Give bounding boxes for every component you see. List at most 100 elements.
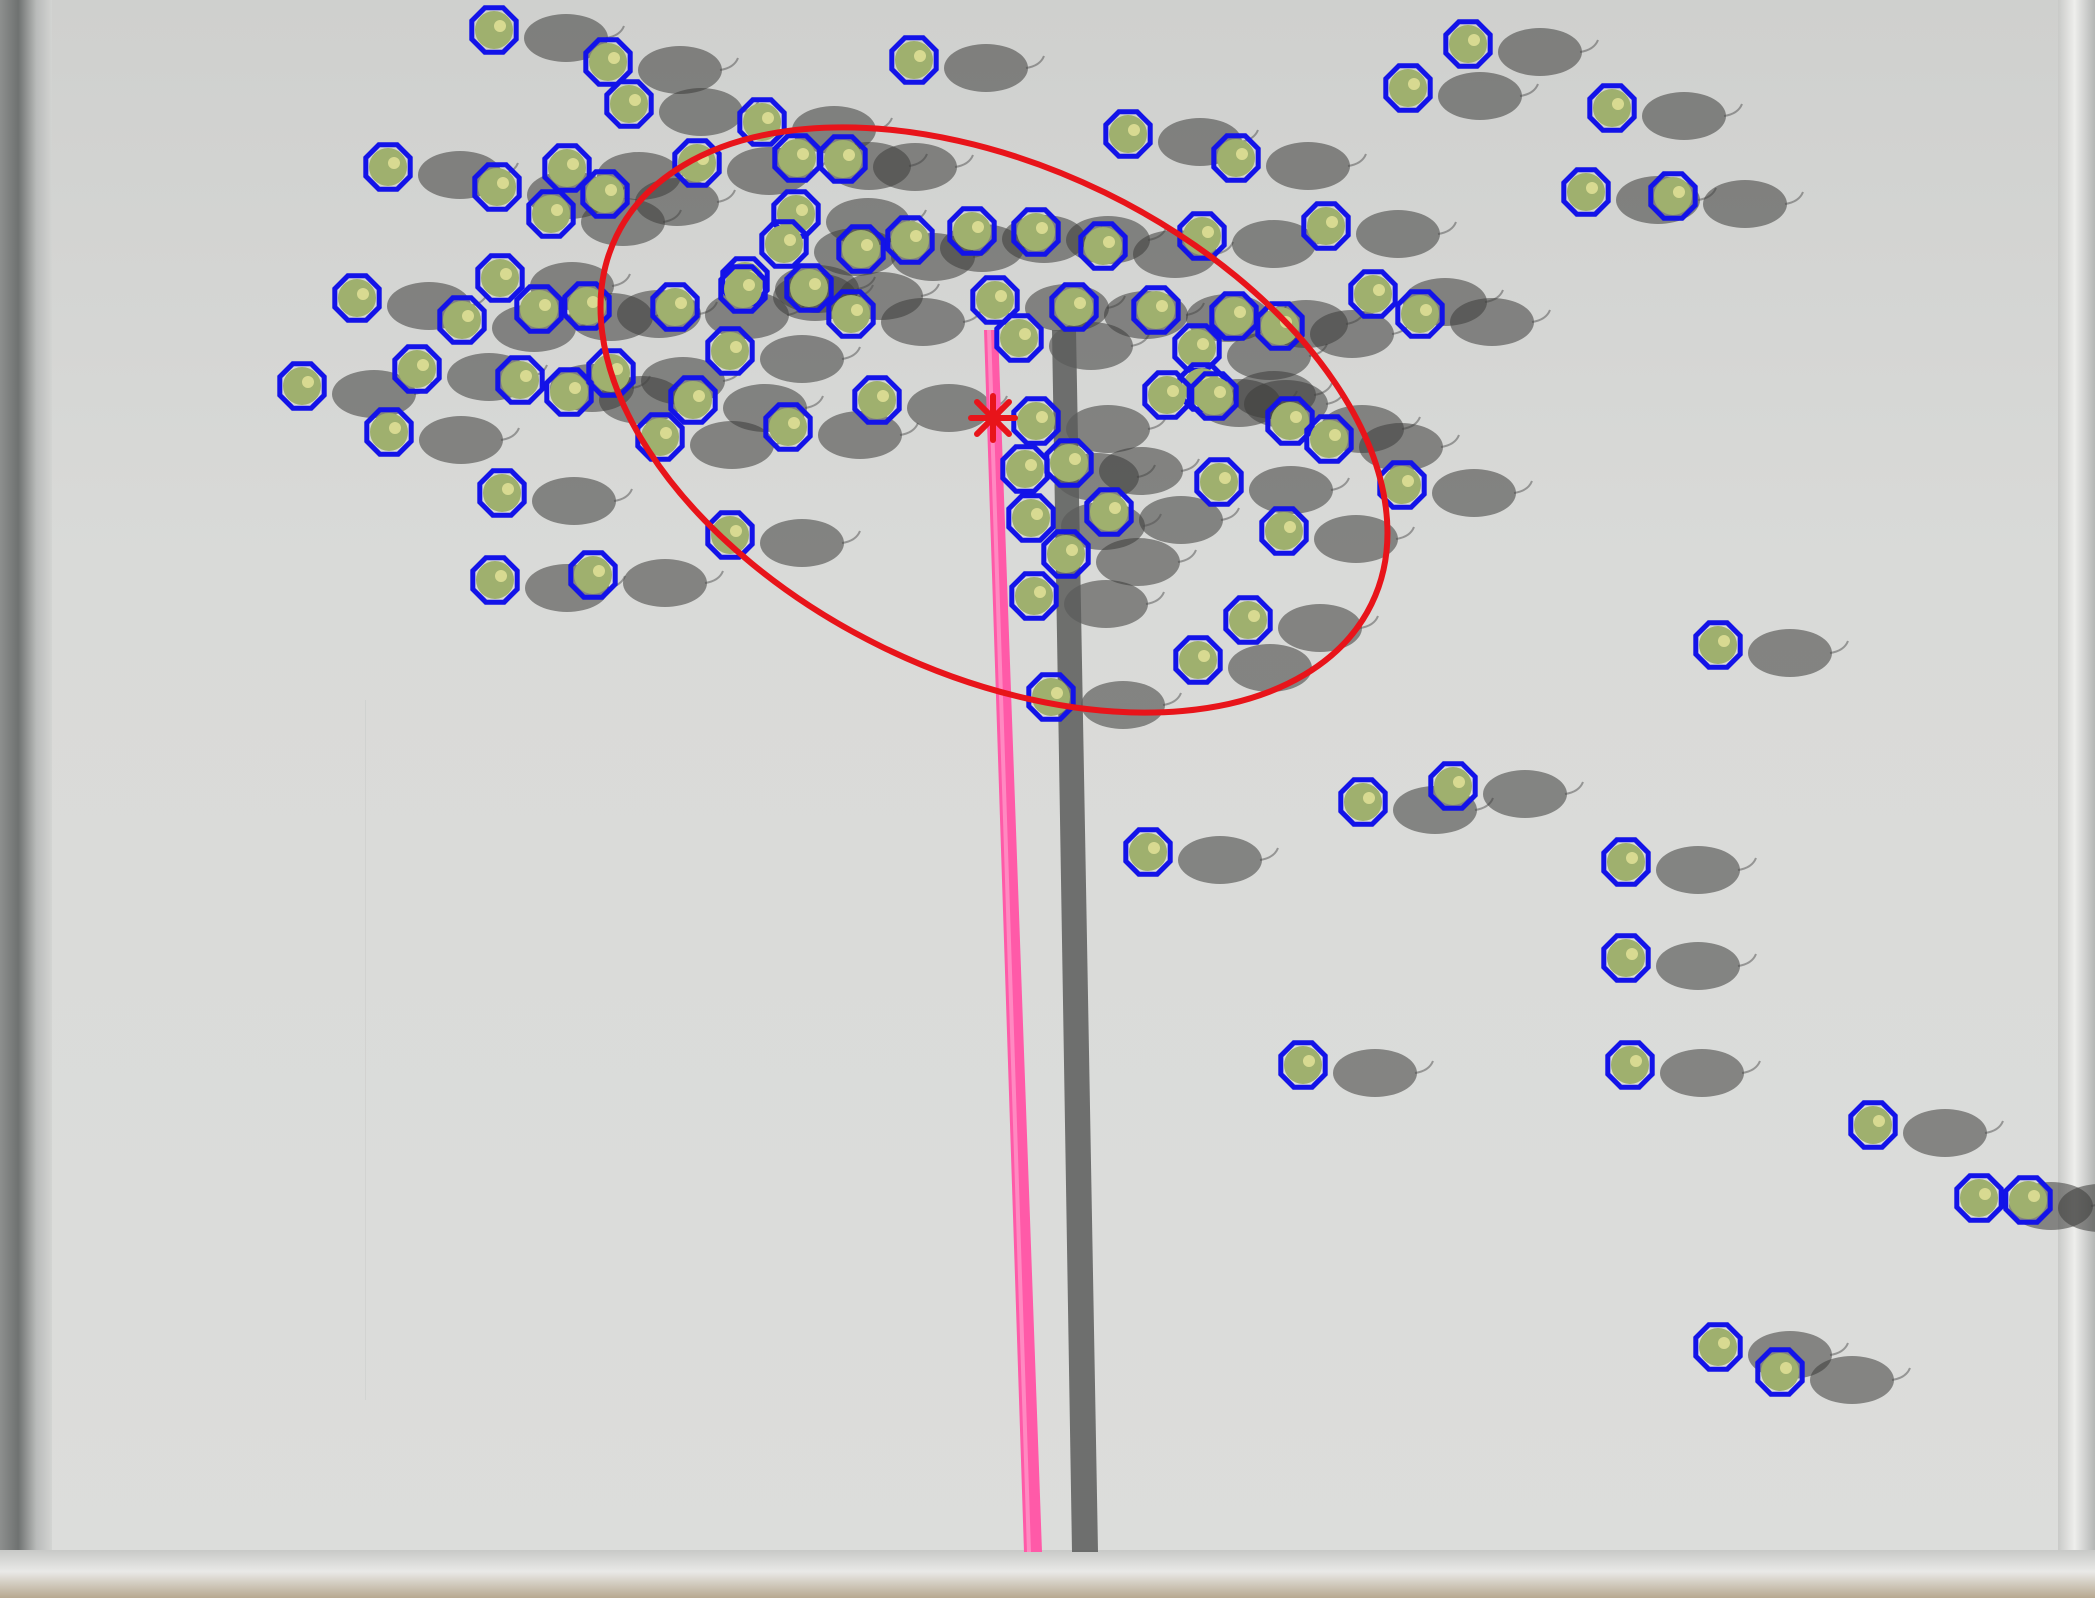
robot-marker-icon[interactable] — [475, 253, 525, 303]
robot-marker-icon[interactable] — [1044, 438, 1094, 488]
robot-marker-icon[interactable] — [1278, 1040, 1328, 1090]
robot-marker-icon[interactable] — [784, 263, 834, 313]
robot-marker-icon[interactable] — [1338, 777, 1388, 827]
robot-marker-icon[interactable] — [580, 169, 630, 219]
robot-marker-icon[interactable] — [514, 284, 564, 334]
robot-marker-icon[interactable] — [363, 142, 413, 192]
robot-marker-icon[interactable] — [1648, 171, 1698, 221]
robot-marker-icon[interactable] — [889, 35, 939, 85]
robot-marker-icon[interactable] — [1000, 444, 1050, 494]
centroid-icon — [968, 393, 1018, 443]
robot-marker-icon[interactable] — [332, 273, 382, 323]
robot-marker-icon[interactable] — [635, 412, 685, 462]
robot-marker-icon[interactable] — [1443, 19, 1493, 69]
robot-shadow — [1356, 210, 1457, 258]
robot-marker-icon[interactable] — [650, 282, 700, 332]
robot-marker-icon[interactable] — [1428, 761, 1478, 811]
robot-marker-icon[interactable] — [1693, 620, 1743, 670]
robot-marker-icon[interactable] — [542, 143, 592, 193]
robot-marker-icon[interactable] — [1255, 301, 1305, 351]
robot-marker-icon[interactable] — [718, 264, 768, 314]
robot-marker-icon[interactable] — [544, 367, 594, 417]
robot-marker-icon[interactable] — [1304, 414, 1354, 464]
robot-marker-icon[interactable] — [1123, 827, 1173, 877]
robot-marker-icon[interactable] — [1009, 571, 1059, 621]
robot-marker-icon[interactable] — [970, 275, 1020, 325]
robot-marker-icon[interactable] — [562, 281, 612, 331]
robot-marker-icon[interactable] — [1049, 282, 1099, 332]
robot-marker-icon[interactable] — [705, 326, 755, 376]
robot-marker-icon[interactable] — [1006, 493, 1056, 543]
robot-marker-icon[interactable] — [1348, 269, 1398, 319]
robot-marker-icon[interactable] — [1011, 207, 1061, 257]
robot-marker-icon[interactable] — [1259, 506, 1309, 556]
robot-swarm — [277, 5, 2053, 1397]
robot-marker-icon[interactable] — [1693, 1322, 1743, 1372]
robot-marker-icon[interactable] — [1561, 167, 1611, 217]
robot-marker-icon[interactable] — [1755, 1347, 1805, 1397]
robot-shadow — [1660, 1049, 1761, 1097]
robot-marker-icon[interactable] — [1041, 529, 1091, 579]
robot-marker-icon[interactable] — [1131, 285, 1181, 335]
robot-marker-icon[interactable] — [1209, 291, 1259, 341]
robot-marker-icon[interactable] — [818, 134, 868, 184]
robot-marker-icon[interactable] — [705, 510, 755, 560]
robot-marker-icon[interactable] — [1954, 1173, 2004, 1223]
robot-marker-icon[interactable] — [277, 361, 327, 411]
swarm-covariance-ellipse — [597, 124, 1391, 716]
robot-marker-icon[interactable] — [772, 133, 822, 183]
robot-shadow — [1656, 942, 1757, 990]
arena-left-wall — [0, 0, 52, 1598]
robot-marker-icon[interactable] — [1103, 109, 1153, 159]
robot-marker-icon[interactable] — [1142, 370, 1192, 420]
robot-shadow — [1139, 496, 1240, 544]
robot-marker-icon[interactable] — [1265, 396, 1315, 446]
robot-marker-icon[interactable] — [1211, 133, 1261, 183]
robot-shadow — [1099, 447, 1200, 495]
robot-marker-icon[interactable] — [1587, 83, 1637, 133]
robot-marker-icon[interactable] — [1848, 1100, 1898, 1150]
robot-marker-icon[interactable] — [672, 138, 722, 188]
robot-marker-icon[interactable] — [836, 224, 886, 274]
robot-marker-icon[interactable] — [994, 313, 1044, 363]
robot-shadow — [635, 178, 736, 226]
robot-marker-icon[interactable] — [885, 215, 935, 265]
robot-marker-icon[interactable] — [477, 468, 527, 518]
robot-marker-icon[interactable] — [668, 375, 718, 425]
robot-marker-icon[interactable] — [1601, 837, 1651, 887]
robot-marker-icon[interactable] — [583, 37, 633, 87]
robot-marker-icon[interactable] — [472, 162, 522, 212]
robot-marker-icon[interactable] — [1223, 595, 1273, 645]
robot-marker-icon[interactable] — [1194, 457, 1244, 507]
robot-marker-icon[interactable] — [2003, 1175, 2053, 1225]
robot-marker-icon[interactable] — [1189, 371, 1239, 421]
robot-marker-icon[interactable] — [1078, 221, 1128, 271]
robot-marker-icon[interactable] — [1173, 635, 1223, 685]
robot-shadow — [419, 416, 520, 464]
robot-marker-icon[interactable] — [1084, 487, 1134, 537]
robot-marker-icon[interactable] — [392, 344, 442, 394]
robot-marker-icon[interactable] — [526, 189, 576, 239]
robot-marker-icon[interactable] — [1395, 289, 1445, 339]
robot-marker-icon[interactable] — [947, 206, 997, 256]
robot-marker-icon[interactable] — [495, 355, 545, 405]
robot-marker-icon[interactable] — [763, 402, 813, 452]
robot-marker-icon[interactable] — [604, 79, 654, 129]
robot-marker-icon[interactable] — [1383, 63, 1433, 113]
robot-marker-icon[interactable] — [852, 375, 902, 425]
robot-marker-icon[interactable] — [469, 5, 519, 55]
robot-marker-icon[interactable] — [826, 289, 876, 339]
robot-marker-icon[interactable] — [1301, 201, 1351, 251]
robot-marker-icon[interactable] — [437, 295, 487, 345]
robot-shadow — [1314, 515, 1415, 563]
robot-marker-icon[interactable] — [1011, 396, 1061, 446]
robot-marker-icon[interactable] — [1605, 1040, 1655, 1090]
robot-marker-icon[interactable] — [568, 550, 618, 600]
robot-shadow — [1483, 770, 1584, 818]
robot-marker-icon[interactable] — [470, 555, 520, 605]
robot-marker-icon[interactable] — [1026, 672, 1076, 722]
robot-marker-icon[interactable] — [364, 407, 414, 457]
robot-marker-icon[interactable] — [759, 219, 809, 269]
robot-marker-icon[interactable] — [1601, 933, 1651, 983]
robot-shadow — [760, 335, 861, 383]
